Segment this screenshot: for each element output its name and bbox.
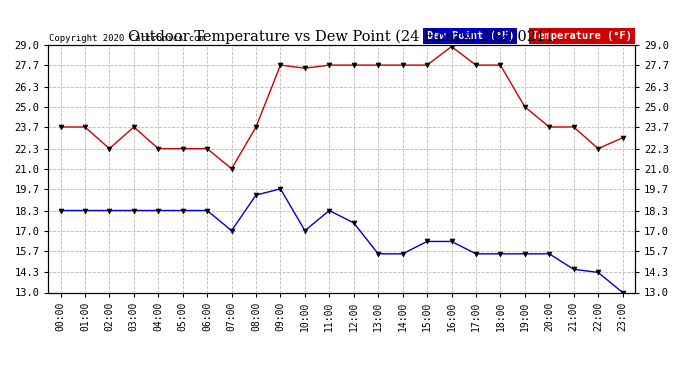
Text: Temperature (°F): Temperature (°F) (532, 31, 632, 41)
Text: Dew Point (°F): Dew Point (°F) (426, 31, 514, 41)
Title: Outdoor Temperature vs Dew Point (24 Hours) 20200211: Outdoor Temperature vs Dew Point (24 Hou… (128, 30, 555, 44)
Text: Copyright 2020 Cartronics.com: Copyright 2020 Cartronics.com (49, 33, 205, 42)
